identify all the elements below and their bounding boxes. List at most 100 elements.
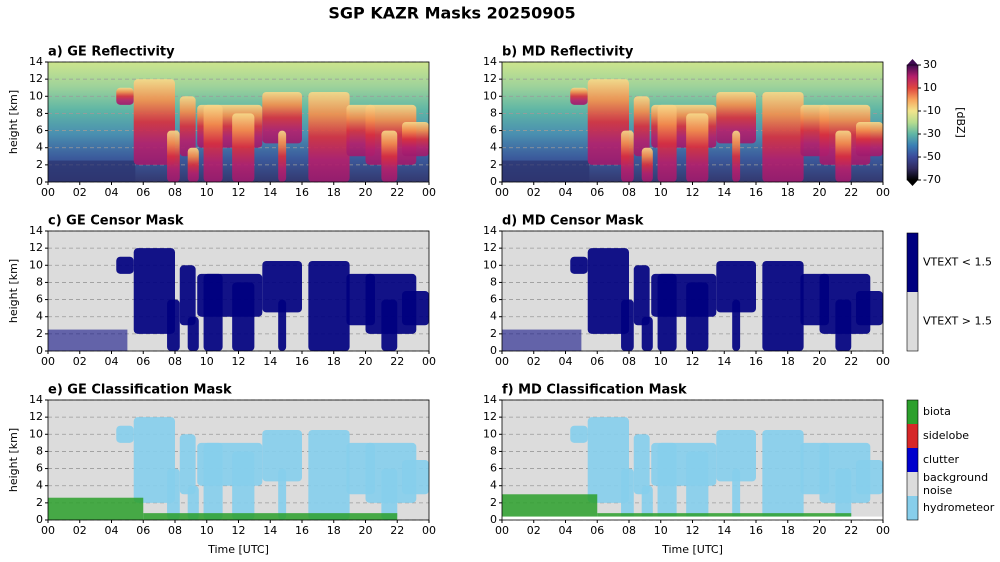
x-tick-label: 14	[263, 186, 277, 199]
colorbar-tick-label: -30	[923, 127, 941, 140]
x-tick-label: 14	[717, 186, 731, 199]
colorbar: -70 -50 -30 -10 10 30 [dBZ]	[906, 58, 967, 186]
y-tick-label: 14	[29, 393, 43, 406]
echo-region	[716, 261, 756, 313]
echo-region	[587, 79, 629, 165]
echo-region	[686, 113, 709, 182]
y-tick-label: 8	[36, 106, 43, 119]
echo-region	[232, 113, 255, 182]
x-tick-label: 10	[654, 355, 668, 368]
x-tick-label: 18	[781, 524, 795, 537]
x-tick-label: 04	[559, 186, 573, 199]
y-tick-label: 10	[29, 427, 43, 440]
x-tick-label: 22	[390, 355, 404, 368]
echo-region	[657, 104, 677, 182]
echo-region	[570, 256, 588, 274]
x-tick-label: 18	[781, 186, 795, 199]
y-tick-label: 4	[490, 310, 497, 323]
legend-label: VTEXT > 1.5	[923, 315, 992, 328]
x-tick-label: 02	[73, 355, 87, 368]
legend-swatch	[907, 448, 918, 472]
y-tick-label: 6	[490, 462, 497, 475]
panel-title: e) GE Classification Mask	[48, 383, 232, 398]
x-tick-label: 22	[844, 186, 858, 199]
x-tick-label: 18	[327, 355, 341, 368]
x-axis-label: Time [UTC]	[207, 543, 269, 556]
x-tick-label: 06	[590, 186, 604, 199]
y-tick-label: 12	[483, 410, 497, 423]
x-tick-label: 20	[813, 355, 827, 368]
x-tick-label: 12	[686, 186, 700, 199]
colorbar-tick-label: 10	[923, 81, 937, 94]
colorbar-frame	[906, 64, 919, 181]
echo-region	[641, 316, 653, 351]
y-tick-label: 6	[490, 293, 497, 306]
echo-region	[641, 147, 653, 182]
x-tick-label: 20	[813, 186, 827, 199]
y-tick-label: 4	[490, 479, 497, 492]
echo-region	[167, 468, 180, 520]
surface-band	[502, 516, 883, 520]
echo-region	[262, 92, 302, 144]
y-tick-label: 12	[483, 72, 497, 85]
colorbar-tick-label: -50	[923, 150, 941, 163]
biota-region	[502, 494, 598, 520]
x-tick-label: 00	[41, 524, 55, 537]
echo-region	[262, 261, 302, 313]
x-tick-label: 04	[105, 186, 119, 199]
echo-region	[621, 468, 634, 520]
y-tick-label: 4	[36, 479, 43, 492]
biota-region	[48, 497, 144, 520]
echo-region	[657, 273, 677, 351]
echo-region	[732, 299, 741, 351]
echo-region	[278, 299, 287, 351]
x-tick-label: 08	[168, 186, 182, 199]
figure-title: SGP KAZR Masks 20250905	[328, 4, 575, 23]
echo-region	[116, 425, 134, 443]
x-tick-label: 12	[686, 524, 700, 537]
y-tick-label: 14	[29, 55, 43, 68]
legend-swatch	[907, 472, 918, 496]
x-tick-label: 12	[686, 355, 700, 368]
y-tick-label: 6	[36, 124, 43, 137]
x-tick-label: 00	[495, 355, 509, 368]
x-tick-label: 16	[295, 355, 309, 368]
x-tick-label: 14	[717, 355, 731, 368]
x-tick-label: 02	[527, 186, 541, 199]
x-tick-label: 02	[73, 524, 87, 537]
echo-region	[133, 417, 175, 503]
echo-region	[762, 92, 804, 182]
echo-region	[232, 451, 255, 520]
x-tick-label: 16	[749, 355, 763, 368]
x-tick-label: 12	[232, 524, 246, 537]
echo-region	[179, 265, 196, 326]
y-tick-label: 10	[483, 258, 497, 271]
colorbar-tick-label: -70	[923, 173, 941, 186]
legend-label: clutter	[923, 453, 959, 466]
legend-swatch	[907, 424, 918, 448]
x-tick-label: 14	[263, 355, 277, 368]
echo-region	[187, 147, 199, 182]
y-tick-label: 0	[36, 344, 43, 357]
echo-region	[278, 468, 287, 520]
x-tick-label: 22	[390, 524, 404, 537]
x-tick-label: 00	[495, 186, 509, 199]
legend-swatch	[907, 400, 918, 424]
echo-region	[716, 92, 756, 144]
legend-label: biota	[923, 405, 951, 418]
echo-region	[402, 122, 429, 157]
echo-region	[835, 299, 852, 351]
y-tick-label: 0	[490, 344, 497, 357]
echo-region	[835, 130, 852, 182]
legend-swatch	[907, 292, 918, 351]
y-tick-label: 10	[29, 89, 43, 102]
legend-label: VTEXT < 1.5	[923, 256, 992, 269]
y-axis-label: height [km]	[7, 90, 20, 154]
echo-region	[203, 442, 223, 520]
y-tick-label: 8	[36, 275, 43, 288]
low-noise	[48, 329, 128, 351]
x-tick-label: 22	[844, 524, 858, 537]
